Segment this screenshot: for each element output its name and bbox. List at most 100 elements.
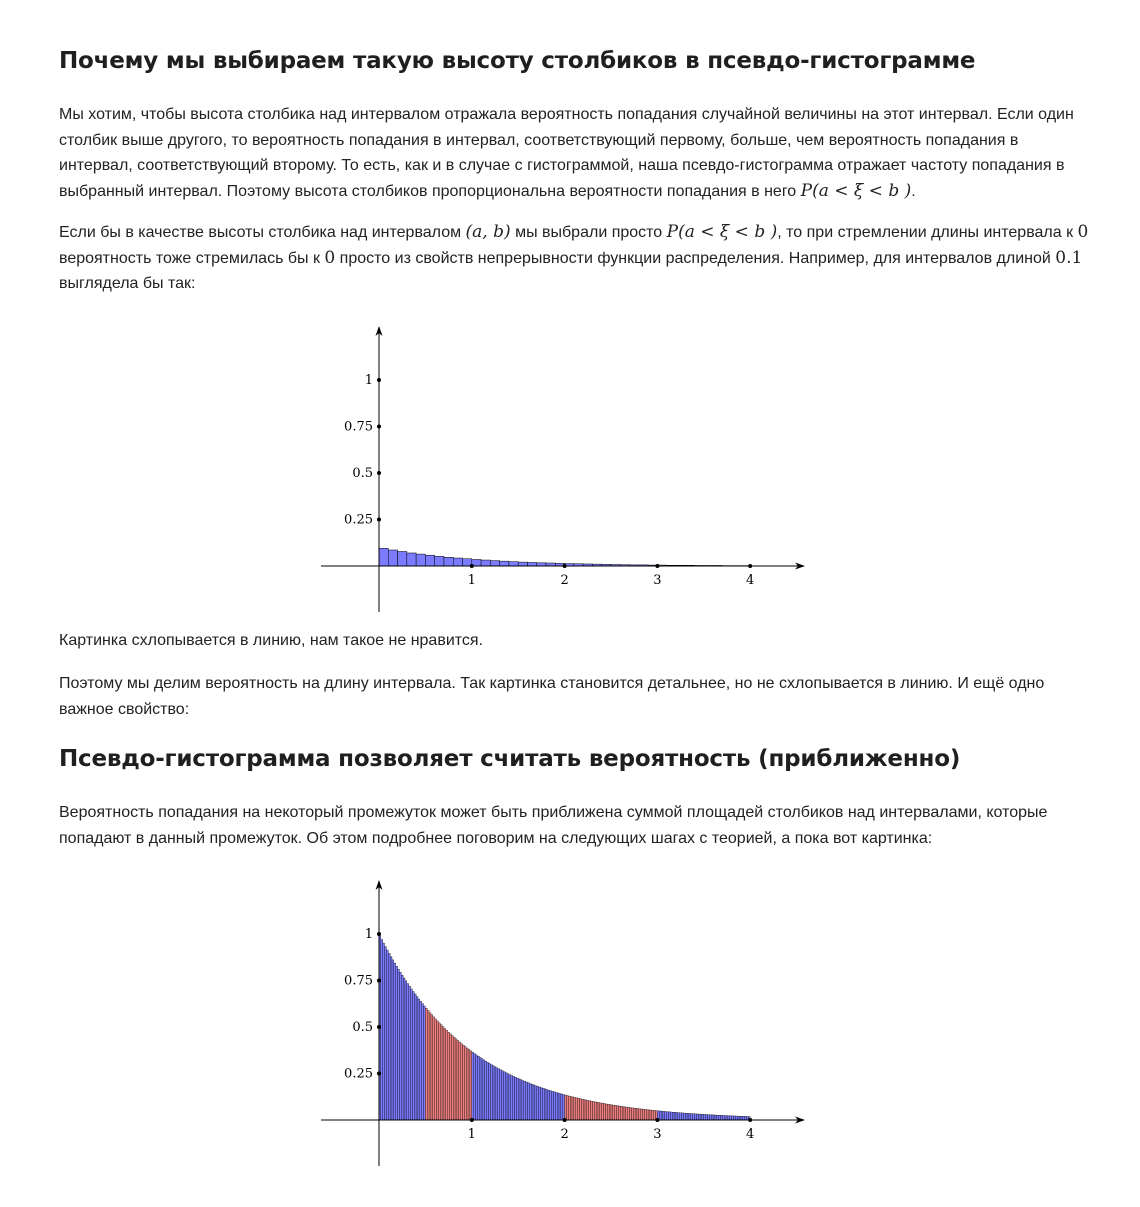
chart-bar: [696, 1113, 699, 1121]
chart-bar: [722, 1115, 725, 1121]
chart-bar: [519, 1079, 523, 1121]
chart-bar: [449, 1033, 452, 1121]
chart-bar: [545, 1089, 549, 1121]
chart-bar: [679, 1112, 682, 1121]
chart-bar: [397, 551, 408, 567]
chart-bar: [549, 1090, 552, 1121]
paragraph-divide: Поэтому мы делим вероятность на длину ин…: [59, 675, 1045, 718]
chart-bar: [707, 1114, 710, 1121]
chart-bar: [573, 1097, 576, 1121]
paragraph-example: Если бы в качестве высоты столбика над и…: [59, 222, 1089, 292]
x-axis-arrow: [795, 1116, 805, 1124]
chart-bar: [544, 1088, 547, 1121]
chart-bar: [497, 1068, 500, 1121]
chart-bar: [506, 1073, 510, 1121]
chart-bar: [451, 1035, 454, 1121]
chart-bar: [384, 946, 387, 1121]
y-tick-dot: [377, 424, 381, 429]
formula-probability: P(a < ξ < b ): [800, 180, 912, 201]
y-tick-dot: [377, 978, 381, 983]
x-tick-label: 4: [746, 1127, 754, 1142]
chart-bar: [501, 1070, 504, 1121]
y-tick-label: 1: [365, 373, 373, 388]
chart-bar: [601, 1103, 604, 1121]
chart-bar: [720, 1115, 723, 1121]
chart-bar: [388, 953, 391, 1121]
chart-bar: [523, 1081, 526, 1121]
paragraph-intro: Мы хотим, чтобы высота столбика над инте…: [59, 106, 1074, 201]
chart-bar: [488, 1063, 491, 1121]
chart-bar: [391, 959, 395, 1121]
chart-bar: [698, 1113, 701, 1121]
chart-bar: [441, 1026, 445, 1121]
chart-bar: [742, 1116, 745, 1121]
chart-bar: [703, 1114, 706, 1121]
chart-bar: [402, 977, 406, 1121]
chart-bar: [618, 1105, 621, 1121]
chart-bar: [685, 1113, 688, 1121]
y-tick-dot: [377, 1071, 381, 1076]
chart-bar: [475, 1054, 478, 1121]
chart-bar: [434, 556, 445, 567]
y-tick-dot: [377, 471, 381, 475]
chart-bar: [675, 1112, 678, 1121]
chart-bar: [744, 1116, 747, 1121]
chart-bar: [467, 1049, 471, 1121]
chart-bar: [672, 1112, 675, 1121]
chart-bar: [427, 1010, 430, 1121]
y-tick-label: 0.5: [352, 466, 373, 481]
x-axis-arrow: [795, 562, 805, 570]
chart-bar: [627, 1107, 630, 1121]
chart-bar: [423, 1005, 426, 1121]
chart-bar: [724, 1115, 727, 1121]
chart-bar: [638, 1108, 641, 1121]
x-tick-label: 1: [468, 1127, 476, 1142]
chart-bar: [594, 1101, 597, 1121]
chart-bar: [415, 553, 426, 567]
chart-bar: [386, 949, 389, 1121]
chart-bar: [711, 1114, 714, 1121]
chart-bar: [636, 1108, 640, 1121]
chart-bar: [553, 1091, 556, 1121]
x-tick-dot: [562, 1118, 567, 1122]
chart-bar: [438, 1022, 441, 1121]
chart-bar: [623, 1106, 627, 1121]
y-axis-arrow: [375, 326, 383, 336]
chart-bar: [605, 1103, 608, 1121]
chart-bar: [484, 1060, 487, 1121]
chart-bar: [579, 1098, 582, 1121]
chart-bar: [740, 1116, 743, 1121]
chart-bar: [518, 1078, 521, 1121]
chart-bar: [458, 1041, 461, 1121]
chart-bar: [677, 1112, 680, 1121]
chart-bar: [414, 993, 417, 1121]
chart-bar: [625, 1106, 628, 1121]
y-tick-label: 0.25: [344, 1067, 373, 1082]
chart-bar: [555, 1092, 558, 1121]
chart-bar: [482, 1059, 485, 1121]
chart-bar: [562, 1094, 565, 1121]
chart-bar: [651, 1110, 654, 1121]
chart-bar: [646, 1109, 649, 1121]
chart-bar: [633, 1107, 636, 1121]
chart-bar: [505, 1072, 508, 1121]
x-tick-label: 2: [560, 573, 568, 588]
chart-bar: [529, 1083, 532, 1121]
x-tick-dot: [469, 1118, 474, 1122]
chart-bar: [471, 1052, 474, 1121]
chart-bar: [712, 1114, 716, 1121]
x-tick-dot: [748, 564, 753, 568]
chart-bar: [631, 1107, 634, 1121]
chart-bar: [382, 942, 385, 1121]
chart-bar: [490, 1064, 493, 1121]
chart-bar: [616, 1105, 619, 1121]
chart-bar: [395, 966, 398, 1121]
chart-bar: [445, 1030, 448, 1121]
chart-bar: [629, 1107, 632, 1121]
chart-bar: [705, 1114, 708, 1121]
chart-bar: [590, 1100, 593, 1121]
chart-bar: [443, 1028, 446, 1121]
chart-bar: [480, 1058, 484, 1121]
chart-bar: [430, 1014, 433, 1121]
chart-bar: [464, 1046, 467, 1121]
